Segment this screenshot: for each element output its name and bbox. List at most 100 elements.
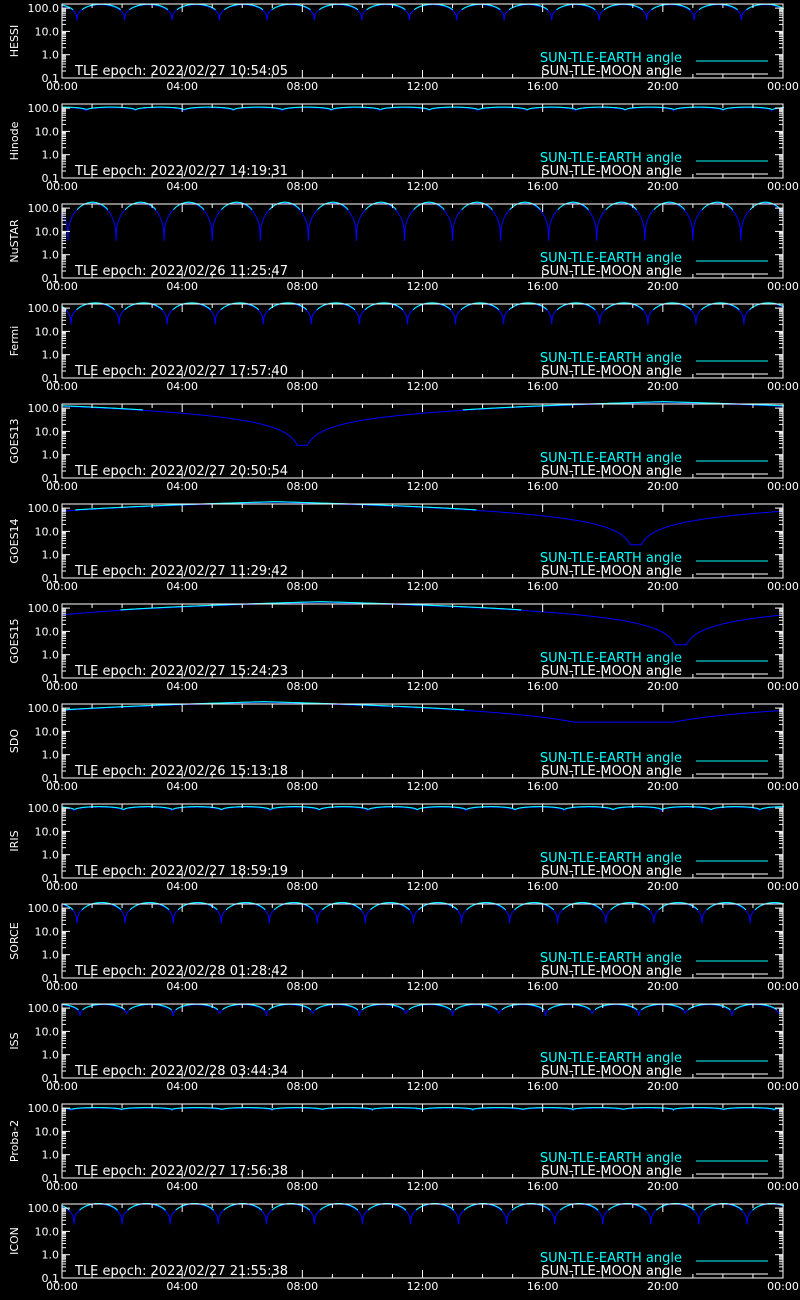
earth-angle-point bbox=[445, 5, 447, 7]
earth-angle-point bbox=[329, 108, 331, 110]
earth-angle-point bbox=[680, 107, 682, 109]
earth-angle-point bbox=[393, 4, 395, 6]
earth-angle-point bbox=[245, 204, 247, 206]
earth-angle-point bbox=[661, 107, 663, 108]
earth-angle-point bbox=[283, 4, 285, 6]
earth-angle-point bbox=[205, 305, 206, 307]
earth-angle-point bbox=[670, 401, 671, 403]
earth-angle-point bbox=[511, 207, 513, 209]
earth-angle-point bbox=[360, 106, 362, 108]
earth-angle-point bbox=[96, 202, 98, 204]
earth-angle-point bbox=[714, 302, 716, 304]
earth-angle-point bbox=[119, 106, 121, 108]
earth-angle-point bbox=[315, 106, 316, 108]
earth-angle-point bbox=[126, 107, 128, 109]
earth-angle-point bbox=[539, 107, 541, 108]
earth-angle-point bbox=[83, 108, 84, 110]
earth-angle-point bbox=[618, 107, 620, 109]
earth-angle-point bbox=[236, 302, 238, 304]
earth-angle-point bbox=[634, 107, 636, 109]
earth-angle-point bbox=[765, 302, 767, 304]
earth-angle-point bbox=[86, 202, 87, 204]
earth-angle-point bbox=[239, 107, 241, 109]
earth-angle-point bbox=[731, 107, 733, 109]
earth-angle-point bbox=[677, 4, 679, 6]
earth-angle-point bbox=[122, 107, 124, 108]
earth-angle-point bbox=[430, 302, 432, 304]
earth-angle-point bbox=[701, 106, 703, 108]
earth-angle-point bbox=[168, 106, 170, 108]
earth-angle-point bbox=[464, 306, 465, 308]
earth-angle-point bbox=[203, 4, 205, 6]
earth-angle-point bbox=[769, 108, 771, 110]
earth-angle-point bbox=[471, 408, 473, 410]
earth-angle-point bbox=[645, 106, 647, 108]
earth-angle-point bbox=[733, 305, 735, 307]
earth-angle-point bbox=[567, 404, 569, 406]
earth-angle-point bbox=[475, 408, 477, 410]
earth-angle-point bbox=[400, 307, 402, 309]
earth-angle-point bbox=[665, 401, 667, 403]
earth-angle-point bbox=[80, 206, 81, 208]
earth-angle-point bbox=[564, 304, 566, 306]
earth-angle-point bbox=[164, 106, 166, 108]
earth-angle-point bbox=[92, 201, 94, 203]
earth-angle-point bbox=[687, 106, 689, 108]
earth-angle-point bbox=[561, 106, 563, 108]
earth-angle-point bbox=[290, 302, 292, 304]
earth-angle-point bbox=[199, 106, 200, 108]
earth-angle-point bbox=[331, 108, 333, 110]
earth-angle-point bbox=[558, 307, 560, 309]
earth-angle-point bbox=[247, 205, 249, 207]
earth-angle-point bbox=[113, 407, 115, 409]
earth-angle-point bbox=[684, 401, 686, 403]
earth-angle-point bbox=[701, 402, 703, 404]
earth-angle-point bbox=[517, 406, 519, 408]
earth-angle-point bbox=[699, 402, 701, 404]
earth-angle-point bbox=[522, 406, 524, 408]
earth-angle-point bbox=[522, 107, 524, 109]
earth-angle-point bbox=[90, 201, 92, 203]
earth-angle-point bbox=[87, 406, 89, 408]
earth-angle-point bbox=[720, 202, 722, 204]
earth-angle-point bbox=[590, 306, 592, 308]
earth-angle-point bbox=[132, 7, 134, 9]
earth-angle-point bbox=[391, 107, 393, 109]
earth-angle-point bbox=[706, 402, 708, 404]
earth-angle-point bbox=[707, 204, 709, 206]
earth-angle-point bbox=[578, 202, 580, 204]
earth-angle-point bbox=[117, 407, 119, 409]
earth-angle-point bbox=[546, 8, 548, 10]
earth-angle-point bbox=[627, 302, 629, 304]
earth-angle-point bbox=[573, 201, 575, 203]
earth-angle-point bbox=[66, 405, 68, 407]
earth-angle-point bbox=[70, 106, 72, 108]
earth-angle-point bbox=[191, 302, 193, 304]
earth-angle-point bbox=[373, 5, 375, 7]
earth-angle-point bbox=[443, 106, 445, 108]
earth-angle-point bbox=[142, 201, 144, 203]
earth-angle-point bbox=[63, 5, 65, 7]
earth-angle-point bbox=[479, 302, 480, 304]
earth-angle-point bbox=[510, 8, 512, 10]
earth-angle-point bbox=[92, 302, 94, 304]
earth-angle-point bbox=[363, 106, 364, 108]
earth-angle-point bbox=[162, 6, 164, 8]
earth-angle-point bbox=[208, 5, 209, 7]
earth-angle-point bbox=[149, 106, 151, 108]
earth-angle-point bbox=[346, 304, 348, 306]
earth-angle-point bbox=[492, 5, 494, 7]
earth-angle-point bbox=[159, 106, 161, 108]
earth-angle-point bbox=[754, 5, 756, 7]
earth-angle-point bbox=[485, 408, 487, 409]
y-tick-label: 0.1 bbox=[42, 172, 60, 185]
earth-angle-point bbox=[562, 404, 564, 406]
earth-angle-point bbox=[772, 4, 774, 6]
earth-angle-point bbox=[341, 302, 343, 304]
earth-angle-point bbox=[388, 107, 390, 109]
earth-angle-point bbox=[156, 106, 158, 108]
earth-angle-point bbox=[692, 106, 694, 108]
earth-angle-point bbox=[172, 308, 174, 310]
earth-angle-point bbox=[143, 202, 145, 203]
earth-angle-point bbox=[309, 106, 311, 108]
